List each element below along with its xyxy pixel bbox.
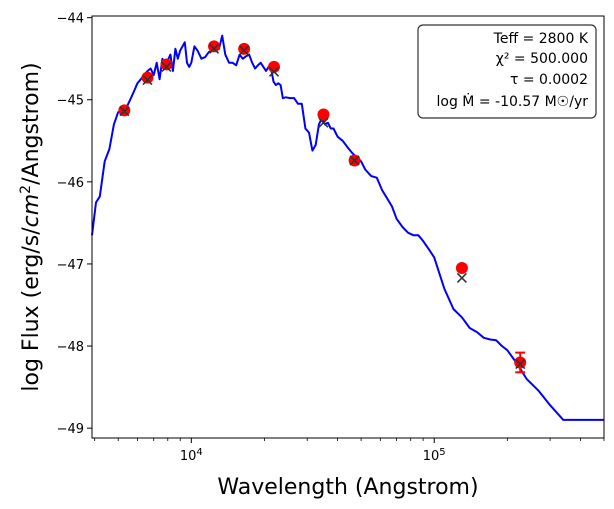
observed-point <box>141 71 154 84</box>
tau-label: τ = 0.0002 <box>510 72 588 88</box>
y-tick-label: −48 <box>57 340 84 355</box>
model-marker <box>456 272 467 283</box>
observed-point <box>514 356 527 369</box>
mdot-label: log Ṁ = -10.57 M☉/yr <box>437 92 589 110</box>
model-marker <box>239 45 250 56</box>
chi2-label: χ² = 500.000 <box>496 51 588 67</box>
y-tick-label: −49 <box>57 422 84 437</box>
observed-point <box>455 262 468 275</box>
model-spectrum-line <box>91 34 604 421</box>
x-tick-label: 104 <box>180 447 203 465</box>
x-axis-ticks: 104 105 <box>94 438 605 465</box>
x-tick-label: 105 <box>423 447 446 465</box>
model-marker <box>349 155 360 166</box>
y-axis-label: log Flux (erg/s/cm2/Angstrom) <box>18 62 44 391</box>
model-markers <box>119 43 526 370</box>
y-tick-label: −45 <box>57 94 84 109</box>
model-marker <box>142 74 153 86</box>
y-tick-label: −44 <box>57 12 84 27</box>
observed-point <box>317 108 330 121</box>
observed-point <box>238 42 251 55</box>
plot-area <box>91 34 604 421</box>
observed-point <box>208 40 221 53</box>
x-axis-label: Wavelength (Angstrom) <box>217 475 478 500</box>
model-marker <box>268 66 280 77</box>
model-marker <box>515 359 526 370</box>
info-box: Teff = 2800 K χ² = 500.000 τ = 0.0002 lo… <box>417 24 597 119</box>
model-marker <box>119 106 130 117</box>
model-marker <box>161 61 172 72</box>
teff-label: Teff = 2800 K <box>493 31 589 47</box>
y-axis-label-text: log Flux (erg/s/ <box>19 227 44 392</box>
plot-frame <box>91 15 605 439</box>
y-tick-label: −47 <box>57 258 84 273</box>
y-axis-ticks: −49 −48 −47 −46 −45 −44 <box>57 12 92 437</box>
model-marker <box>208 43 220 54</box>
model-marker <box>318 117 329 128</box>
y-tick-label: −46 <box>57 176 84 191</box>
observed-point <box>160 58 173 71</box>
